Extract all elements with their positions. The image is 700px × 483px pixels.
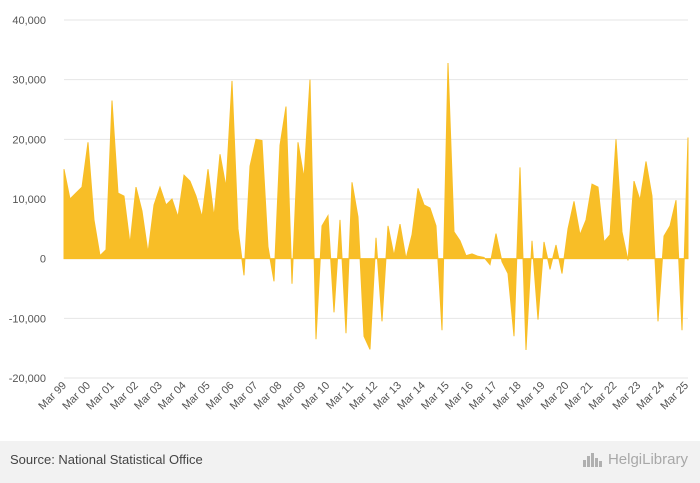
y-tick-label: 10,000	[12, 194, 46, 206]
source-note: Source: National Statistical Office	[10, 452, 203, 467]
city-skyline-icon	[582, 452, 602, 467]
y-tick-label: 30,000	[12, 75, 46, 87]
y-tick-label: 20,000	[12, 134, 46, 146]
brand-name: HelgiLibrary	[607, 451, 688, 468]
y-tick-label: 0	[40, 254, 46, 266]
series-area	[63, 62, 689, 350]
y-axis-ticks: -20,000 -10,000 0 10,000 20,000 30,000 40,000	[9, 15, 46, 385]
y-tick-label: -20,000	[9, 373, 46, 385]
y-tick-label: 40,000	[12, 15, 46, 27]
chart-footer: Source: National Statistical Office Helg…	[0, 441, 700, 483]
brand-logo: HelgiLibrary	[582, 451, 688, 468]
area-chart: -20,000-10,000010,00020,00030,00040,000 …	[9, 15, 691, 413]
y-tick-label: -10,000	[9, 313, 46, 325]
